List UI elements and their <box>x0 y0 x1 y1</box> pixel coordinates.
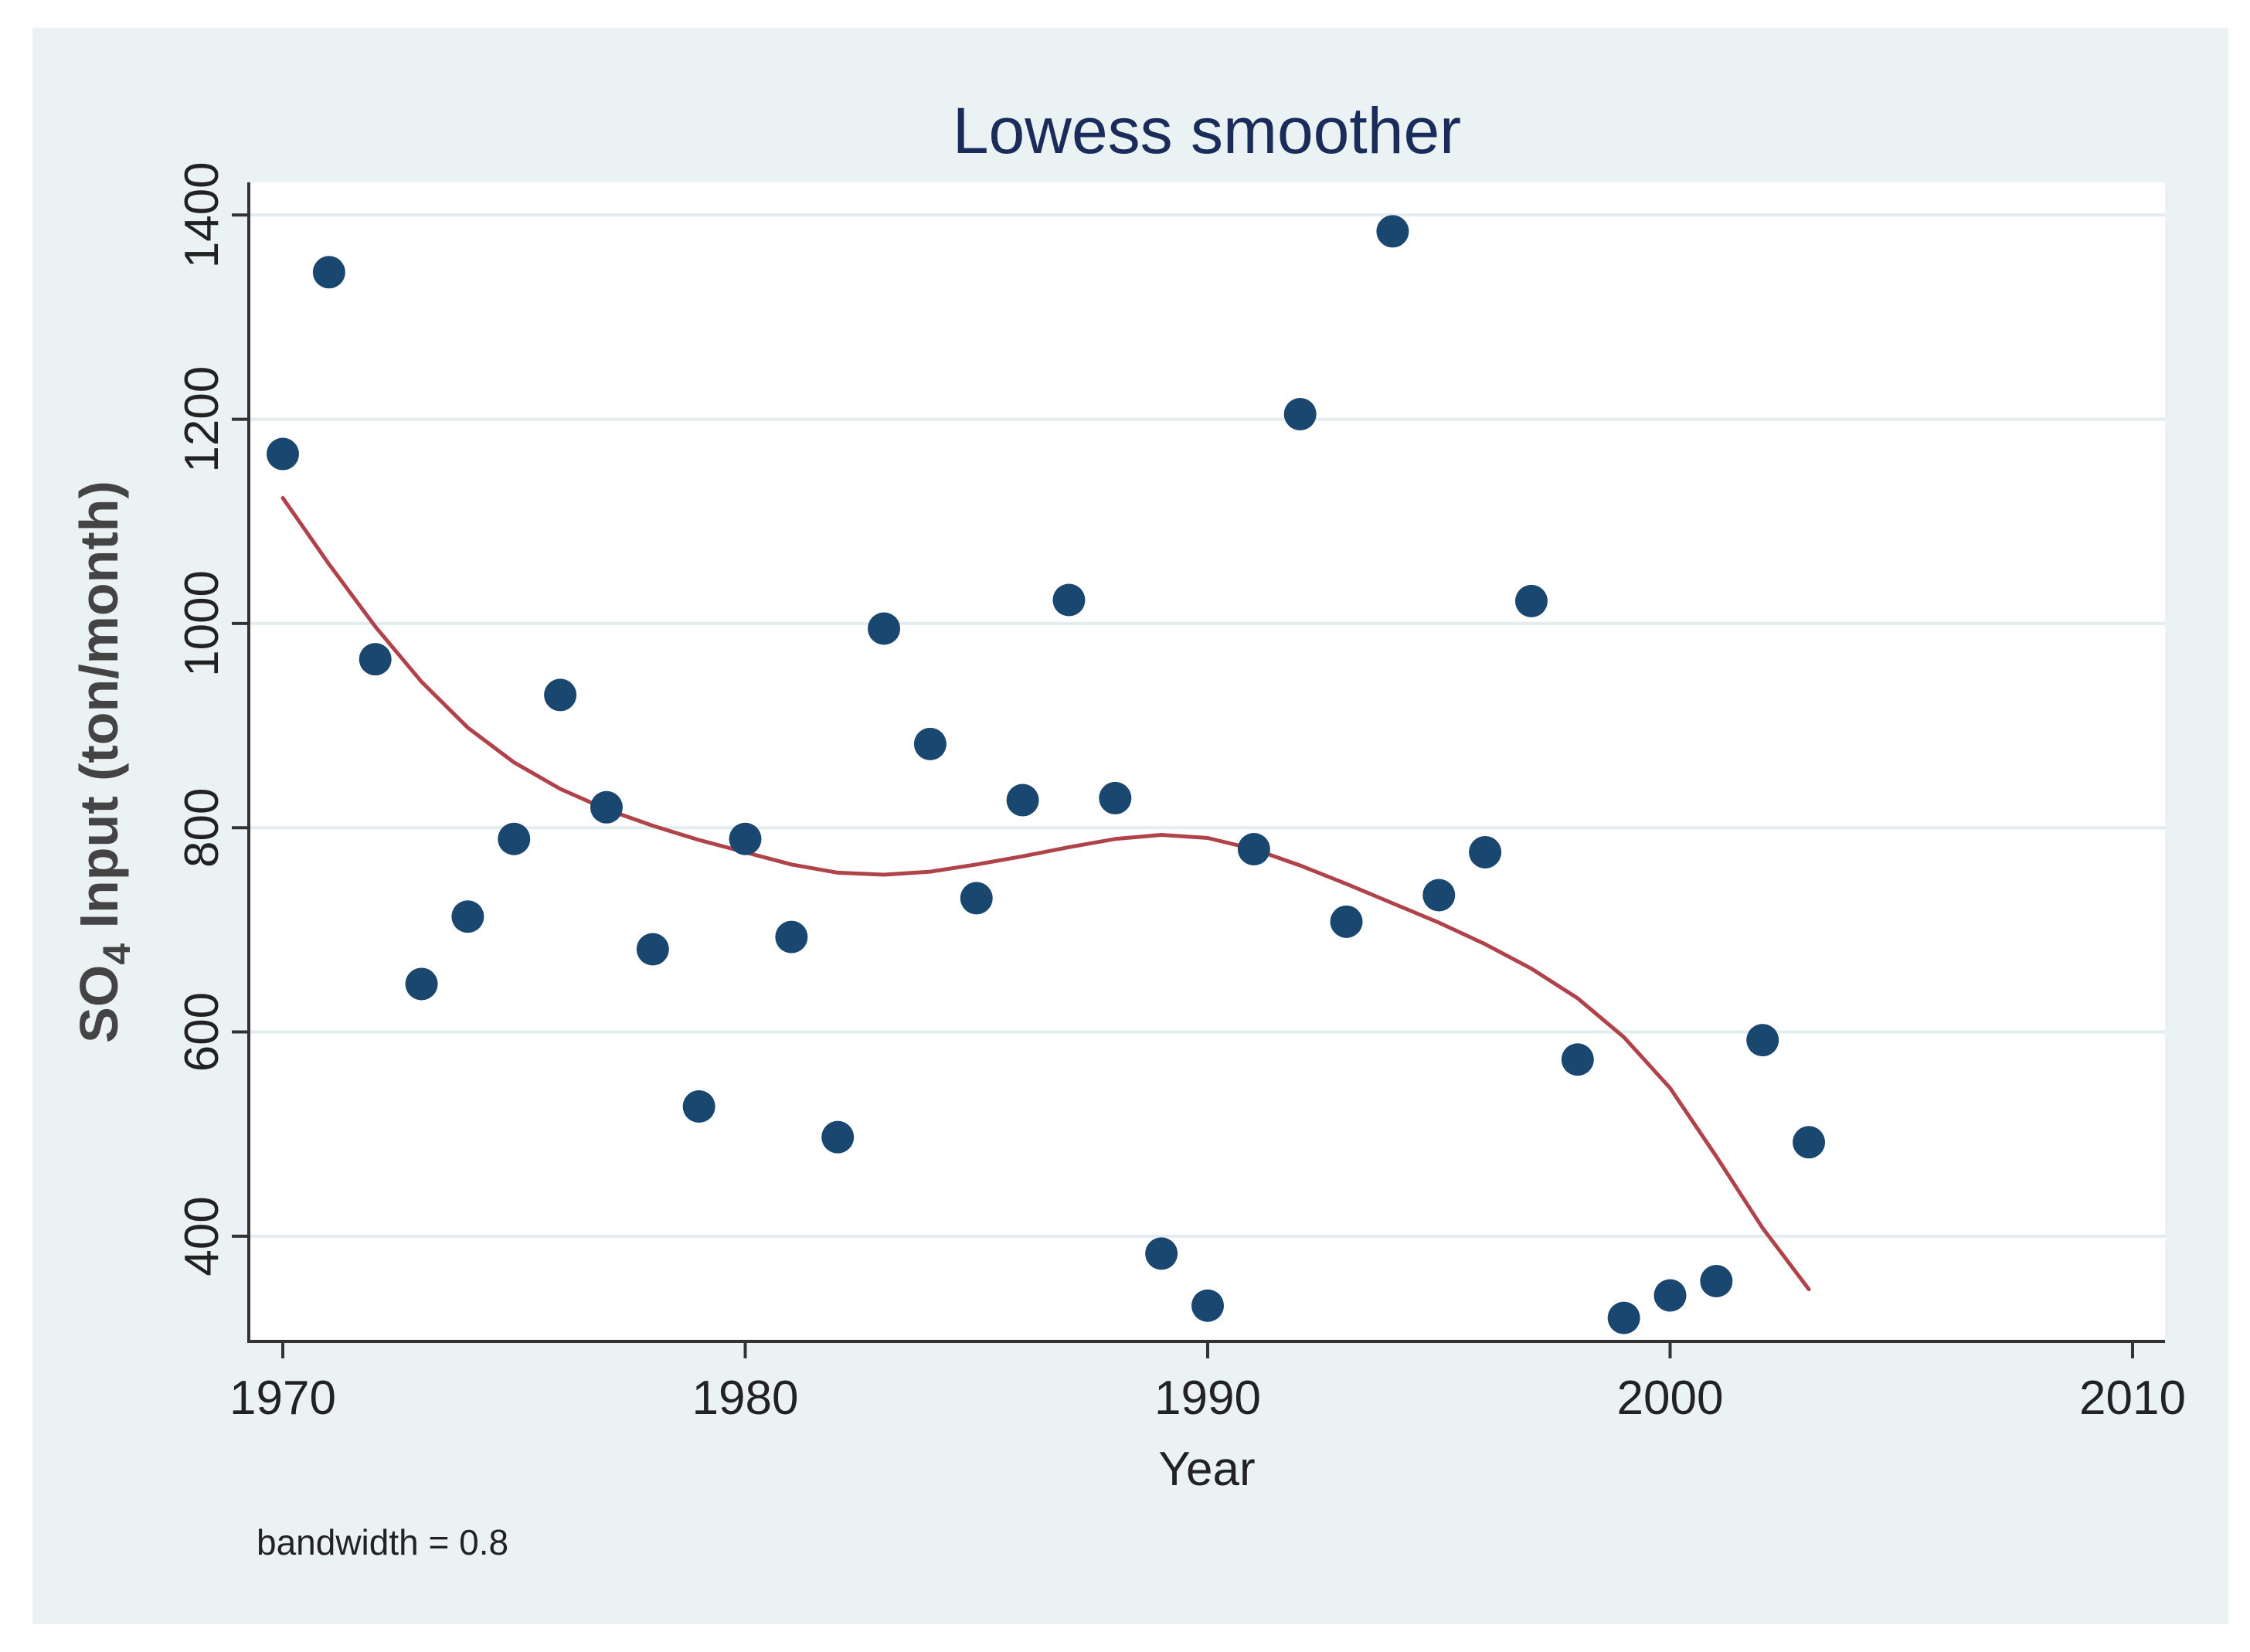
data-point <box>1514 584 1548 617</box>
data-point <box>405 967 438 1001</box>
ticks: 400 600 800 1000 1200 1400 1970 1980 1990 2000 201… <box>175 161 2186 1425</box>
lowess-smoother-line <box>280 495 1811 1292</box>
data-point <box>913 727 947 760</box>
y-tick-label: 400 <box>175 1196 229 1276</box>
data-point <box>544 678 577 712</box>
smoother-layer <box>280 495 1811 1292</box>
data-point <box>775 920 808 953</box>
y-tick-label: 1200 <box>175 366 229 473</box>
y-axis-label: SO4 Input (ton/month) <box>69 481 138 1043</box>
y-axis-label-rest: Input (ton/month) <box>69 481 129 943</box>
x-tick-label: 2000 <box>1617 1372 1724 1425</box>
data-point <box>1283 398 1317 430</box>
data-point <box>1237 832 1270 865</box>
plot-area <box>249 182 2165 1341</box>
gridlines <box>249 213 2165 1238</box>
data-point <box>1006 784 1039 817</box>
data-point <box>682 1090 715 1123</box>
chart-title: Lowess smoother <box>953 94 1461 167</box>
data-point <box>729 822 762 855</box>
y-tick-label: 600 <box>175 992 229 1072</box>
x-axis-label: Year <box>1158 1443 1255 1496</box>
x-tick-label: 1980 <box>692 1372 799 1425</box>
y-tick-label: 1400 <box>175 161 229 268</box>
data-point <box>1422 879 1456 912</box>
scatter-points <box>267 215 1826 1334</box>
y-axis-label-subscript: 4 <box>95 943 138 965</box>
data-point <box>1607 1301 1640 1334</box>
data-point <box>1330 905 1363 938</box>
data-point <box>1654 1279 1687 1312</box>
data-point <box>1700 1265 1733 1298</box>
data-point <box>1052 583 1086 617</box>
data-point <box>312 256 345 289</box>
data-point <box>1099 781 1132 814</box>
y-tick-label: 1000 <box>175 570 229 677</box>
data-point <box>498 822 531 855</box>
data-point <box>590 790 623 824</box>
x-tick-label: 1990 <box>1154 1372 1261 1425</box>
data-point <box>1561 1043 1594 1076</box>
data-point <box>1145 1237 1178 1270</box>
data-point <box>1469 835 1502 868</box>
data-point <box>267 437 299 471</box>
y-tick-label: 800 <box>175 788 229 868</box>
y-axis-label-main: SO <box>69 965 129 1043</box>
data-point <box>359 643 392 676</box>
data-point <box>1793 1126 1826 1159</box>
x-tick-label: 1970 <box>229 1372 336 1425</box>
data-point <box>451 900 484 933</box>
data-point <box>1376 215 1409 248</box>
data-point <box>1191 1289 1224 1322</box>
data-point <box>868 612 901 645</box>
data-point <box>636 933 669 966</box>
data-point <box>1746 1024 1779 1057</box>
bandwidth-note: bandwidth = 0.8 <box>257 1522 508 1562</box>
data-point <box>960 882 993 915</box>
data-point <box>821 1120 855 1154</box>
x-tick-label: 2010 <box>2079 1372 2186 1425</box>
